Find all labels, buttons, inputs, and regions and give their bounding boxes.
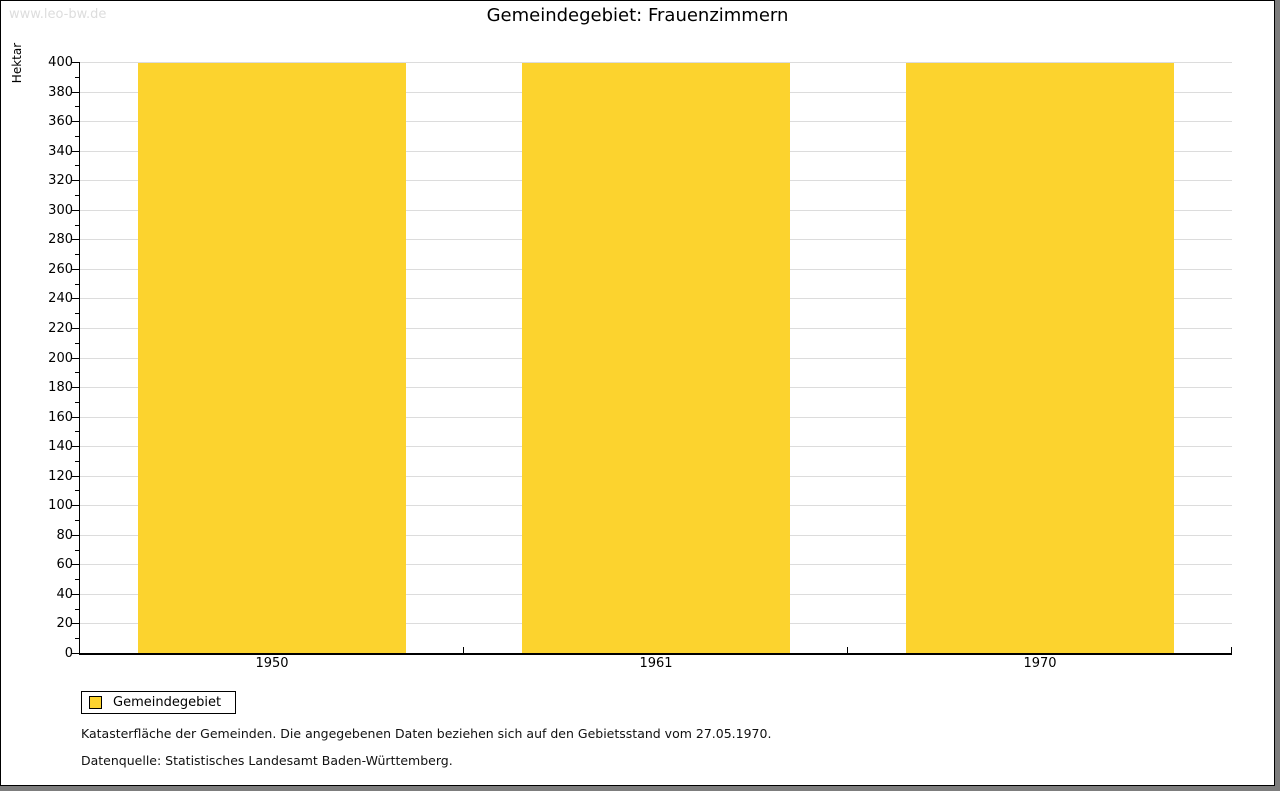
x-tick-label-1970: 1970	[1023, 656, 1057, 671]
plot-area: 0 20 40 60 80 100 120 140 160 180 200 220 240 260 280 3…	[48, 56, 1232, 671]
y-tick-label-200: 200	[48, 350, 73, 366]
y-major-tick-20	[72, 623, 79, 625]
legend-swatch-gemeindegebiet	[89, 696, 102, 709]
chart-title: Gemeindegebiet: Frauenzimmern	[486, 5, 789, 26]
y-major-tick-60	[72, 564, 79, 566]
y-major-tick-0	[72, 653, 79, 654]
y-major-tick-120	[72, 475, 79, 477]
y-major-tick-100	[72, 505, 79, 507]
watermark: www.leo-bw.de	[9, 7, 107, 22]
y-tick-label-0: 0	[64, 646, 73, 661]
y-tick-label-280: 280	[48, 232, 73, 248]
y-minor-tick-350	[75, 135, 79, 137]
y-tick-label-320: 320	[48, 173, 73, 189]
y-major-tick-200	[72, 357, 79, 359]
y-tick-label-80: 80	[56, 527, 73, 543]
y-tick-label-240: 240	[48, 291, 73, 307]
bar-1961	[521, 63, 791, 653]
y-minor-tick-370	[75, 106, 79, 108]
y-minor-tick-330	[75, 165, 79, 167]
y-major-tick-340	[72, 150, 79, 152]
y-major-tick-320	[72, 180, 79, 182]
y-tick-label-20: 20	[56, 616, 73, 632]
y-minor-tick-50	[75, 579, 79, 581]
y-tick-label-220: 220	[48, 320, 73, 336]
y-minor-tick-250	[75, 283, 79, 285]
y-minor-tick-290	[75, 224, 79, 226]
y-tick-label-160: 160	[48, 409, 73, 425]
y-tick-label-400: 400	[48, 55, 73, 70]
y-major-tick-40	[72, 593, 79, 595]
y-minor-tick-70	[75, 549, 79, 551]
y-tick-label-300: 300	[48, 202, 73, 218]
y-tick-label-40: 40	[56, 586, 73, 602]
footnote-data-source: Datenquelle: Statistisches Landesamt Bad…	[81, 753, 453, 768]
legend-box: Gemeindegebiet	[81, 691, 237, 714]
y-major-tick-380	[72, 91, 79, 93]
y-major-tick-140	[72, 446, 79, 448]
x-tick-label-1961: 1961	[639, 656, 673, 671]
y-major-tick-400	[72, 62, 79, 63]
gridline-y-400	[80, 62, 1232, 63]
y-tick-label-380: 380	[48, 84, 73, 100]
y-tick-label-360: 360	[48, 114, 73, 130]
footnote-source-note: Katasterfläche der Gemeinden. Die angege…	[81, 726, 772, 741]
y-major-tick-180	[72, 387, 79, 389]
legend-label: Gemeindegebiet	[113, 695, 222, 710]
y-minor-tick-170	[75, 401, 79, 403]
y-minor-tick-150	[75, 431, 79, 433]
y-major-tick-360	[72, 121, 79, 123]
y-axis-title: Hektar	[10, 42, 24, 84]
y-tick-label-340: 340	[48, 143, 73, 159]
y-major-tick-240	[72, 298, 79, 300]
y-major-tick-80	[72, 534, 79, 536]
y-minor-tick-30	[75, 608, 79, 610]
y-minor-tick-390	[75, 76, 79, 78]
y-tick-label-120: 120	[48, 468, 73, 484]
y-minor-tick-190	[75, 372, 79, 374]
y-tick-label-100: 100	[48, 498, 73, 514]
x-boundary-tick-1	[463, 647, 464, 653]
y-tick-label-140: 140	[48, 439, 73, 455]
bar-1970	[905, 63, 1175, 653]
y-tick-label-60: 60	[56, 557, 73, 573]
y-tick-label-260: 260	[48, 261, 73, 277]
y-major-tick-280	[72, 239, 79, 241]
x-boundary-tick-3	[1231, 647, 1232, 653]
x-tick-label-1950: 1950	[255, 656, 289, 671]
y-minor-tick-130	[75, 460, 79, 462]
y-major-tick-220	[72, 327, 79, 329]
y-tick-label-180: 180	[48, 380, 73, 396]
y-major-tick-260	[72, 268, 79, 270]
y-major-tick-160	[72, 416, 79, 418]
y-minor-tick-210	[75, 342, 79, 344]
x-boundary-tick-2	[847, 647, 848, 653]
y-major-tick-300	[72, 209, 79, 211]
y-minor-tick-110	[75, 490, 79, 492]
y-minor-tick-10	[75, 638, 79, 640]
y-minor-tick-90	[75, 520, 79, 522]
y-minor-tick-270	[75, 254, 79, 256]
bar-1950	[137, 63, 407, 653]
y-minor-tick-230	[75, 313, 79, 315]
y-minor-tick-310	[75, 194, 79, 196]
